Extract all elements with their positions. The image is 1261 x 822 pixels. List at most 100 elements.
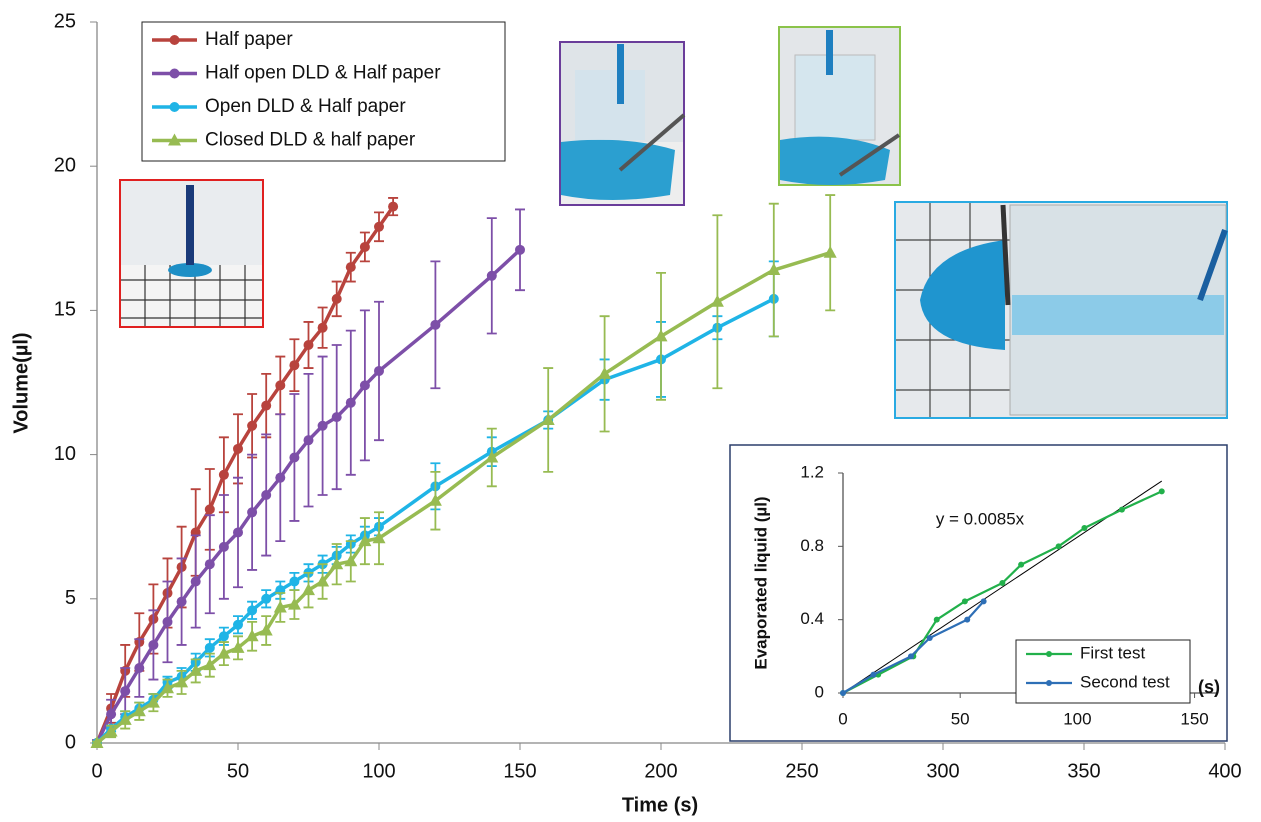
marker	[190, 576, 201, 587]
marker	[303, 340, 314, 351]
x-tick-label: 300	[926, 760, 959, 782]
y-tick-label: 25	[54, 10, 76, 32]
marker	[247, 605, 258, 616]
legend-label: Second test	[1080, 672, 1170, 691]
x-tick-label: 50	[951, 709, 970, 728]
marker	[428, 493, 442, 506]
legend-marker	[169, 68, 180, 79]
marker	[204, 559, 215, 570]
marker	[359, 380, 370, 391]
marker	[118, 712, 132, 725]
marker	[515, 244, 525, 255]
photo-closed-dld	[778, 26, 901, 186]
marker	[331, 412, 342, 423]
marker	[926, 635, 933, 641]
marker	[132, 704, 146, 717]
photo-open-dld	[894, 201, 1228, 419]
x-axis-label: Time (s)	[622, 794, 698, 816]
x-tick-label: 350	[1067, 760, 1100, 782]
marker	[273, 600, 287, 613]
legend-label: Half paper	[205, 29, 293, 50]
y-tick-label: 5	[65, 587, 76, 609]
marker	[247, 420, 258, 431]
x-tick-label: 250	[785, 760, 818, 782]
marker	[430, 319, 441, 330]
x-axis-label: (s)	[1198, 677, 1220, 697]
marker	[259, 623, 273, 636]
legend-box	[1015, 639, 1191, 704]
y-tick-label: 15	[54, 299, 76, 321]
marker	[275, 472, 286, 483]
y-tick-label: 1.2	[800, 462, 824, 481]
marker	[261, 489, 272, 500]
marker	[870, 671, 877, 678]
marker	[189, 663, 203, 676]
marker	[218, 469, 229, 480]
marker	[388, 201, 399, 212]
marker	[303, 435, 314, 446]
marker	[247, 507, 258, 518]
marker	[374, 221, 384, 232]
marker	[374, 365, 384, 376]
series-line	[95, 297, 775, 745]
legend-marker	[1046, 651, 1052, 657]
marker	[598, 366, 612, 379]
marker	[176, 596, 187, 607]
legend-marker	[1046, 680, 1052, 686]
marker	[317, 420, 328, 431]
marker	[344, 554, 358, 567]
marker	[359, 241, 370, 252]
y-tick-label: 20	[54, 154, 76, 176]
marker	[302, 583, 315, 596]
marker	[289, 452, 300, 463]
marker	[1018, 561, 1025, 568]
marker	[204, 642, 215, 653]
x-tick-label: 0	[91, 760, 102, 782]
marker	[233, 443, 243, 454]
legend-label: Open DLD & Half paper	[205, 96, 406, 117]
legend-label: Half open DLD & Half paper	[205, 63, 441, 84]
photo-half-open-dld	[559, 41, 686, 206]
marker	[175, 675, 189, 688]
marker	[231, 640, 245, 653]
y-tick-label: 0	[65, 731, 76, 753]
inset-chart: 0 0.4 0.8 1.2 0 50 100 150 (s) Evaporated liquid …	[729, 444, 1228, 742]
marker	[289, 360, 300, 371]
series-line	[95, 205, 395, 744]
y-tick-label: 0.8	[800, 536, 824, 555]
marker	[961, 598, 968, 605]
x-tick-label: 100	[362, 760, 395, 782]
marker	[372, 531, 386, 544]
marker	[710, 294, 724, 307]
marker	[654, 329, 668, 342]
legend-label: Closed DLD & half paper	[205, 130, 416, 151]
marker	[345, 397, 356, 408]
marker	[1081, 525, 1088, 531]
x-tick-label: 400	[1208, 760, 1241, 782]
legend-box	[141, 21, 506, 162]
x-tick-label: 200	[644, 760, 677, 782]
marker	[980, 598, 987, 605]
marker	[486, 270, 497, 281]
marker	[217, 646, 231, 659]
marker	[275, 380, 286, 391]
marker	[767, 263, 781, 276]
marker	[106, 709, 117, 720]
marker	[331, 293, 342, 304]
marker	[161, 681, 174, 694]
x-tick-label: 150	[503, 760, 536, 782]
marker	[204, 504, 215, 515]
marker	[120, 686, 131, 697]
trendline-label: y = 0.0085x	[936, 509, 1025, 528]
photos	[119, 26, 1228, 419]
marker	[233, 619, 243, 630]
legend-marker	[169, 35, 180, 45]
y-tick-label: 0	[815, 682, 824, 701]
legend-marker	[168, 133, 181, 146]
marker	[999, 580, 1006, 586]
marker	[104, 724, 118, 737]
marker	[823, 245, 837, 258]
x-tick-label: 100	[1063, 709, 1091, 728]
